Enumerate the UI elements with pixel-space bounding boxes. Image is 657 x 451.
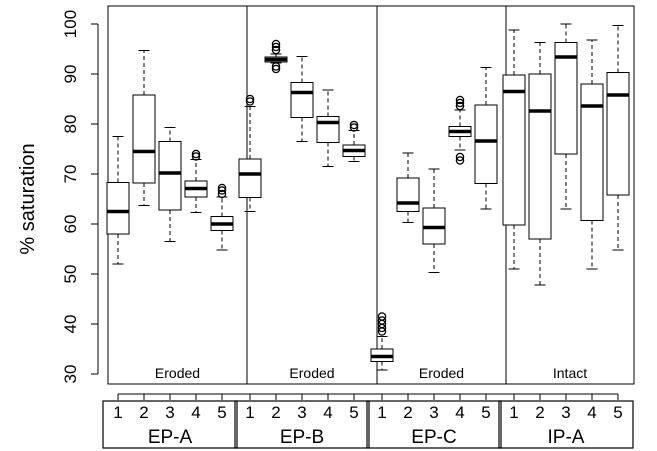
outlier-point xyxy=(455,156,465,165)
outlier-point xyxy=(271,45,281,55)
x-tick-label: 2 xyxy=(403,403,412,422)
panel-label: Eroded xyxy=(155,365,200,381)
x-tick-label: 1 xyxy=(509,403,518,422)
box-body xyxy=(580,83,604,221)
panel-label: Eroded xyxy=(289,365,334,381)
x-tick-label: 1 xyxy=(245,403,254,422)
x-tick-label: 2 xyxy=(271,403,280,422)
outlier-point xyxy=(245,94,255,104)
outlier-point xyxy=(271,42,281,52)
group-label: EP-A xyxy=(148,427,193,448)
x-tick-label: 5 xyxy=(349,403,358,422)
box-EP-B-5 xyxy=(342,120,366,162)
outlier-point xyxy=(191,152,201,161)
box-IP-A-4 xyxy=(580,39,604,270)
outlier-point xyxy=(271,39,281,49)
box-body xyxy=(474,104,498,184)
box-body xyxy=(528,73,552,240)
box-IP-A-5 xyxy=(606,25,630,251)
y-tick-label: 70 xyxy=(61,165,80,184)
box-body xyxy=(554,42,578,155)
outlier-point xyxy=(377,316,387,325)
x-tick-label: 4 xyxy=(323,403,332,422)
outlier-point xyxy=(349,123,359,132)
x-tick-label: 1 xyxy=(113,403,122,422)
group-label: IP-A xyxy=(548,427,585,448)
box-body xyxy=(106,182,130,235)
group-label-box xyxy=(366,400,502,449)
box-IP-A-3 xyxy=(554,23,578,210)
box-IP-A-2 xyxy=(528,42,552,286)
box-EP-A-5 xyxy=(210,183,234,251)
box-body xyxy=(158,141,182,211)
group-label-box xyxy=(102,400,238,449)
box-body xyxy=(606,72,630,196)
y-tick-label: 100 xyxy=(61,10,80,38)
y-axis-label: % saturation xyxy=(17,143,39,254)
x-tick-label: 3 xyxy=(429,403,438,422)
outlier-point xyxy=(217,189,227,199)
group-label-box xyxy=(234,400,370,449)
box-EP-C-3 xyxy=(422,168,446,273)
x-tick-label: 5 xyxy=(217,403,226,422)
outlier-point xyxy=(455,98,465,108)
box-IP-A-1 xyxy=(502,29,526,270)
panel-label: Intact xyxy=(553,365,587,381)
y-tick-label: 50 xyxy=(61,265,80,284)
x-tick-label: 1 xyxy=(377,403,386,422)
x-tick-label: 5 xyxy=(613,403,622,422)
outlier-point xyxy=(349,120,359,130)
outlier-point xyxy=(245,97,255,106)
panel-label: Eroded xyxy=(419,365,464,381)
y-tick-label: 90 xyxy=(61,65,80,84)
box-EP-C-4 xyxy=(448,95,472,165)
box-EP-B-3 xyxy=(290,56,314,142)
x-tick-label: 2 xyxy=(139,403,148,422)
box-EP-C-5 xyxy=(474,67,498,210)
x-tick-label: 3 xyxy=(297,403,306,422)
outlier-point xyxy=(217,183,227,193)
box-body xyxy=(502,74,526,226)
box-EP-A-2 xyxy=(132,50,156,206)
box-EP-A-4 xyxy=(184,149,208,213)
box-body xyxy=(316,116,340,143)
box-body xyxy=(290,82,314,118)
box-EP-C-1 xyxy=(370,312,394,371)
box-EP-C-2 xyxy=(396,152,420,223)
x-tick-label: 4 xyxy=(455,403,464,422)
x-tick-label: 4 xyxy=(191,403,200,422)
outlier-point xyxy=(271,64,281,74)
outlier-point xyxy=(455,152,465,162)
y-tick-label: 40 xyxy=(61,315,80,334)
outlier-point xyxy=(191,149,201,159)
box-EP-A-3 xyxy=(158,127,182,242)
outlier-point xyxy=(377,312,387,321)
y-axis: 30 40 50 60 70 80 90 100 xyxy=(61,10,99,384)
x-tick-label: 2 xyxy=(535,403,544,422)
x-tick-label: 5 xyxy=(481,403,490,422)
y-tick-label: 30 xyxy=(61,365,80,384)
x-axis: 1 2 3 4 5EP-A1 2 3 4 5EP-B1 2 3 4 5EP-C1 2 3 4 5IP-A xyxy=(102,393,634,449)
group-label-box xyxy=(498,400,634,449)
box-EP-B-2 xyxy=(264,39,288,74)
y-tick-label: 80 xyxy=(61,115,80,134)
x-tick-label: 3 xyxy=(165,403,174,422)
box-body xyxy=(396,177,420,212)
box-body xyxy=(238,158,262,198)
box-marks xyxy=(106,23,630,371)
box-body xyxy=(132,94,156,184)
y-tick-label: 60 xyxy=(61,215,80,234)
group-label: EP-C xyxy=(411,427,456,448)
outlier-point xyxy=(455,101,465,111)
x-tick-label: 3 xyxy=(561,403,570,422)
x-tick-label: 4 xyxy=(587,403,596,422)
box-EP-B-4 xyxy=(316,89,340,167)
outlier-point xyxy=(271,62,281,71)
outlier-point xyxy=(455,95,465,105)
box-EP-B-1 xyxy=(238,94,262,212)
box-EP-A-1 xyxy=(106,136,130,265)
group-label: EP-B xyxy=(280,427,324,448)
outlier-point xyxy=(217,186,227,195)
